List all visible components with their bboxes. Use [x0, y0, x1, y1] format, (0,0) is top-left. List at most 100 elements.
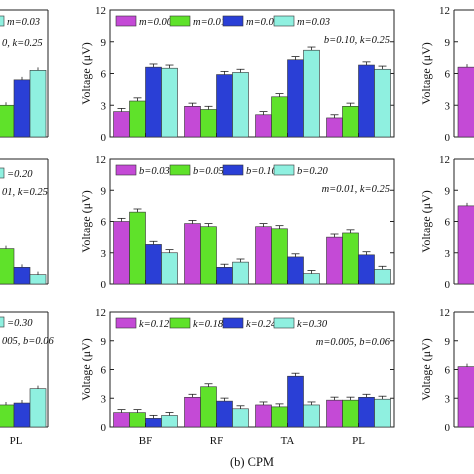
bar-1-1-1	[200, 226, 217, 285]
right-ytick-label-2-2: 6	[445, 365, 451, 377]
left-note-mid: 01, k=0.25	[2, 187, 48, 198]
left-legend-top-swatch	[0, 15, 5, 27]
bar-1-2-2	[287, 256, 304, 285]
legend-0-3-swatch	[273, 15, 295, 27]
legend-0-1-swatch	[169, 15, 191, 27]
bar-0-3-2	[358, 64, 375, 138]
bar-2-3-1	[342, 399, 359, 428]
right-ytick-label-1-2: 6	[445, 217, 451, 229]
right-ytick-label-0-0: 0	[445, 132, 451, 144]
left-legend-bot-swatch	[0, 316, 5, 328]
bar-2-2-2	[287, 375, 304, 428]
bar-2-1-2	[216, 400, 233, 428]
bar-0-2-2	[287, 59, 304, 138]
right-ytick-label-0-1: 3	[445, 100, 451, 112]
legend-0-3-label: m=0.03	[297, 17, 330, 28]
panel-note-1: m=0.01, k=0.25	[322, 184, 390, 195]
bar-1-3-0	[326, 236, 343, 285]
left-bar-1-0	[0, 248, 15, 285]
left-legend-top-label: m=0.03	[7, 17, 40, 28]
legend-2-1-swatch	[169, 317, 191, 329]
bar-0-2-3	[303, 49, 320, 138]
bar-1-3-1	[342, 232, 359, 285]
left-note-top: 0, k=0.25	[2, 38, 43, 49]
y-tick-label-1-2: 6	[101, 217, 107, 229]
legend-0-0-label: m=0.001	[139, 17, 177, 28]
legend-1-3-label: b=0.20	[297, 166, 328, 177]
bar-2-3-2	[358, 396, 375, 428]
bar-1-1-3	[232, 261, 249, 285]
left-bar-1-1	[13, 267, 31, 285]
right-bar-1	[457, 205, 474, 285]
right-ytick-label-0-3: 9	[445, 37, 451, 49]
bar-2-1-0	[184, 396, 201, 428]
left-legend-bot-label: =0.30	[7, 318, 33, 329]
bar-2-1-1	[200, 386, 217, 428]
bar-1-2-3	[303, 273, 320, 285]
bar-0-3-3	[374, 68, 391, 138]
bar-1-0-1	[129, 211, 146, 285]
legend-2-2-label: k=0.24	[246, 319, 277, 330]
y-axis-label-0: Voltage (μV)	[79, 42, 93, 105]
bar-0-0-2	[145, 66, 162, 138]
bar-0-0-1	[129, 100, 146, 138]
right-ytick-label-1-0: 0	[445, 279, 451, 291]
x-tick-label-2-3: PL	[352, 435, 365, 447]
legend-2-1-label: k=0.18	[193, 319, 224, 330]
bar-2-0-1	[129, 412, 146, 428]
bar-2-2-3	[303, 404, 320, 428]
bar-0-3-1	[342, 106, 359, 138]
x-tick-label-2-2: TA	[281, 435, 295, 447]
bar-2-1-3	[232, 408, 249, 428]
right-y-axis-label-2: Voltage (μV)	[419, 338, 433, 401]
bar-0-0-3	[161, 67, 178, 138]
legend-0-2-label: m=0.02	[246, 17, 280, 28]
y-tick-label-2-0: 0	[101, 422, 107, 434]
left-legend-mid-label: =0.20	[7, 169, 33, 180]
right-ytick-label-2-0: 0	[445, 422, 451, 434]
left-x-tick-label: PL	[10, 435, 23, 447]
bar-1-3-2	[358, 254, 375, 285]
legend-2-3-swatch	[273, 317, 295, 329]
x-tick-label-2-0: BF	[139, 435, 152, 447]
bar-1-3-3	[374, 269, 391, 285]
legend-2-3-label: k=0.30	[297, 319, 328, 330]
legend-2-0-label: k=0.12	[139, 319, 170, 330]
y-tick-label-0-2: 6	[101, 69, 107, 81]
left-bar-1-2	[29, 274, 47, 285]
legend-1-0-label: b=0.03	[139, 166, 170, 177]
y-tick-label-2-2: 6	[101, 365, 107, 377]
legend-0-0-swatch	[115, 15, 137, 27]
y-tick-label-1-3: 9	[101, 185, 107, 197]
bar-2-0-3	[161, 415, 178, 428]
y-tick-label-2-1: 3	[101, 393, 107, 405]
bar-1-2-0	[255, 226, 272, 285]
right-ytick-label-1-1: 3	[445, 248, 451, 260]
bar-0-3-0	[326, 117, 343, 138]
figure-caption: (b) CPM	[230, 455, 274, 469]
bar-2-2-0	[255, 404, 272, 428]
bar-1-0-0	[113, 221, 130, 285]
bar-2-0-2	[145, 418, 162, 428]
bar-1-0-2	[145, 244, 162, 285]
legend-1-1-swatch	[169, 164, 191, 176]
bar-2-3-3	[374, 398, 391, 428]
bar-0-2-1	[271, 96, 288, 138]
right-ytick-label-2-3: 9	[445, 336, 451, 348]
bar-0-0-0	[113, 111, 130, 138]
bar-1-2-1	[271, 228, 288, 285]
right-ytick-label-2-1: 3	[445, 393, 451, 405]
left-bar-2-0	[0, 404, 15, 428]
y-tick-label-2-3: 9	[101, 336, 107, 348]
legend-1-1-label: b=0.05	[193, 166, 224, 177]
right-y-axis-label-1: Voltage (μV)	[419, 190, 433, 253]
y-tick-label-0-1: 3	[101, 100, 107, 112]
left-bar-0-2	[29, 70, 47, 138]
legend-0-2-swatch	[222, 15, 244, 27]
left-bar-2-1	[13, 402, 31, 428]
right-ytick-label-0-2: 6	[445, 69, 451, 81]
y-tick-label-1-0: 0	[101, 279, 107, 291]
right-ytick-label-1-4: 12	[439, 154, 450, 166]
left-legend-mid-swatch	[0, 167, 5, 179]
